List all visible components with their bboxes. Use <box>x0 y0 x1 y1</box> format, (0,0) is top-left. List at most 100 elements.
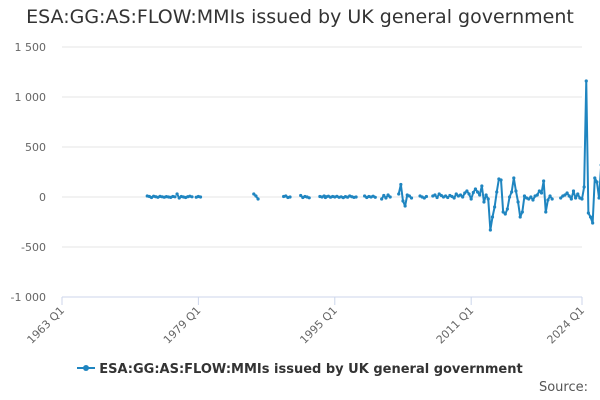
data-point[interactable] <box>307 196 311 200</box>
data-point[interactable] <box>507 195 512 199</box>
data-point[interactable] <box>520 210 524 214</box>
data-point[interactable] <box>529 195 533 199</box>
data-point[interactable] <box>435 195 439 200</box>
y-tick-label: -500 <box>21 241 46 254</box>
data-point[interactable] <box>580 197 584 201</box>
data-point[interactable] <box>473 187 478 191</box>
data-point[interactable] <box>446 195 450 200</box>
data-point[interactable] <box>482 200 486 204</box>
data-point[interactable] <box>397 192 401 196</box>
data-point[interactable] <box>512 176 516 180</box>
data-point[interactable] <box>567 194 571 198</box>
data-point[interactable] <box>469 197 473 201</box>
data-point[interactable] <box>478 193 482 197</box>
y-tick-label: 1 000 <box>15 91 47 104</box>
data-point[interactable] <box>463 191 467 195</box>
data-point[interactable] <box>401 199 405 203</box>
data-point[interactable] <box>484 193 488 197</box>
data-point[interactable] <box>452 196 456 200</box>
data-point[interactable] <box>503 212 507 216</box>
data-point[interactable] <box>490 215 495 219</box>
data-point[interactable] <box>173 195 177 199</box>
data-point[interactable] <box>531 198 535 202</box>
data-point[interactable] <box>373 195 377 199</box>
data-point[interactable] <box>467 192 471 196</box>
data-point[interactable] <box>471 190 475 195</box>
data-point[interactable] <box>588 215 593 219</box>
data-point[interactable] <box>527 197 531 201</box>
data-point[interactable] <box>465 189 469 193</box>
data-point[interactable] <box>499 178 503 182</box>
data-point[interactable] <box>198 195 203 199</box>
data-point[interactable] <box>252 192 256 196</box>
data-point[interactable] <box>299 193 303 198</box>
data-point[interactable] <box>505 207 510 211</box>
data-point[interactable] <box>563 193 567 197</box>
data-point[interactable] <box>407 194 411 198</box>
data-point[interactable] <box>495 190 499 194</box>
data-point[interactable] <box>584 79 588 83</box>
data-point[interactable] <box>382 193 386 198</box>
data-point[interactable] <box>548 194 552 198</box>
x-tick-label: 1979 Q1 <box>161 304 204 347</box>
data-point[interactable] <box>399 182 403 187</box>
data-point[interactable] <box>175 192 179 196</box>
data-point[interactable] <box>190 195 194 199</box>
data-point[interactable] <box>539 191 544 195</box>
data-point[interactable] <box>454 192 458 196</box>
data-point[interactable] <box>550 197 554 201</box>
data-point[interactable] <box>574 196 578 200</box>
data-point[interactable] <box>593 176 597 180</box>
data-point[interactable] <box>542 179 546 183</box>
x-tick-label: 2024 Q1 <box>545 304 588 347</box>
data-point[interactable] <box>537 189 541 193</box>
data-point[interactable] <box>486 197 490 201</box>
chart-title: ESA:GG:AS:FLOW:MMIs issued by UK general… <box>26 6 574 28</box>
data-point[interactable] <box>510 190 514 194</box>
data-point[interactable] <box>597 196 600 200</box>
data-point[interactable] <box>544 210 548 214</box>
series-line <box>560 80 600 224</box>
data-point[interactable] <box>388 195 392 199</box>
data-point[interactable] <box>569 197 573 201</box>
series-line <box>449 177 553 231</box>
data-point[interactable] <box>516 200 520 204</box>
data-point[interactable] <box>403 204 407 208</box>
data-point[interactable] <box>535 193 539 197</box>
data-point[interactable] <box>256 197 260 201</box>
data-point[interactable] <box>409 196 414 200</box>
data-point[interactable] <box>522 194 527 198</box>
data-point[interactable] <box>488 228 492 232</box>
data-point[interactable] <box>386 193 390 197</box>
series-layer <box>145 79 600 232</box>
data-point[interactable] <box>514 189 518 193</box>
data-point[interactable] <box>586 211 590 215</box>
data-point[interactable] <box>501 210 505 214</box>
data-point[interactable] <box>384 196 388 200</box>
data-point[interactable] <box>518 215 522 219</box>
data-point[interactable] <box>595 180 599 184</box>
data-point[interactable] <box>480 184 484 188</box>
axes: -1 000 -500 0 500 1 000 1 500 1963 Q1 1979 Q1 19… <box>11 41 588 346</box>
data-point[interactable] <box>424 194 429 199</box>
data-point[interactable] <box>493 205 497 209</box>
data-point[interactable] <box>354 195 358 199</box>
y-tick-label: 500 <box>25 141 46 154</box>
data-point[interactable] <box>591 221 595 225</box>
data-point[interactable] <box>254 194 258 198</box>
data-point[interactable] <box>458 193 463 197</box>
data-point[interactable] <box>433 193 437 197</box>
y-tick-label: 0 <box>39 191 46 204</box>
data-point[interactable] <box>571 189 576 193</box>
data-point[interactable] <box>475 190 480 194</box>
data-point[interactable] <box>546 198 550 202</box>
legend[interactable]: ESA:GG:AS:FLOW:MMIs issued by UK general… <box>0 362 600 377</box>
data-point[interactable] <box>559 196 563 200</box>
data-point[interactable] <box>565 191 569 195</box>
data-point[interactable] <box>576 192 580 196</box>
data-point[interactable] <box>380 197 384 201</box>
data-point[interactable] <box>288 195 292 199</box>
data-point[interactable] <box>582 185 586 189</box>
data-point[interactable] <box>461 195 465 199</box>
